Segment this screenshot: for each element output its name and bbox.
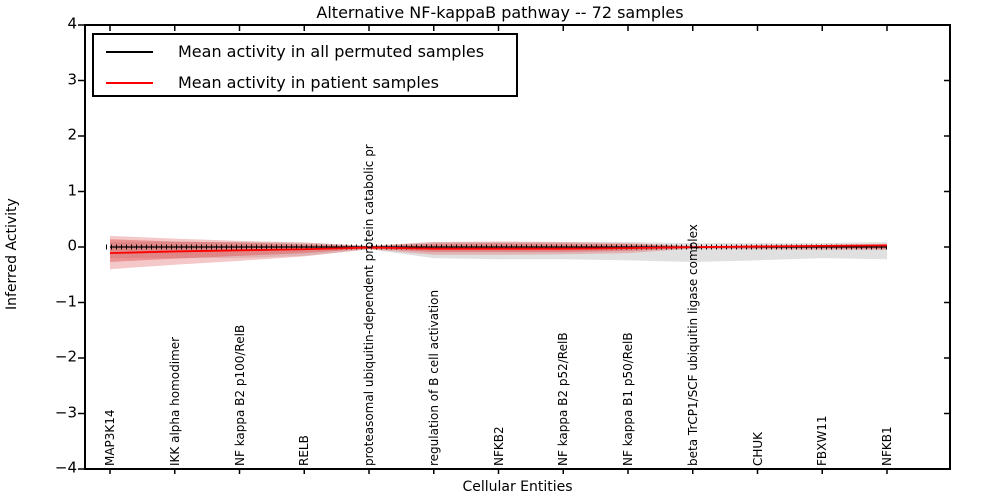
band-patient-samples-outer-range [110, 235, 887, 270]
legend-line-swatch-permuted [106, 50, 153, 53]
chart-title: Alternative NF-kappaB pathway -- 72 samp… [316, 3, 684, 22]
y-tick-label: 1 [67, 181, 77, 200]
y-tick-label: −3 [54, 403, 77, 422]
category-label: RELB [297, 435, 312, 466]
legend-label: Mean activity in patient samples [178, 73, 439, 92]
category-label: MAP3K14 [103, 409, 117, 466]
axes-border [84, 24, 951, 470]
category-label: regulation of B cell activation [426, 289, 441, 466]
y-tick-label: −4 [54, 458, 77, 477]
category-label: FBXW11 [815, 415, 830, 467]
y-tick-label: 0 [67, 236, 77, 255]
legend: Mean activity in all permuted samples Me… [92, 33, 518, 97]
mean-line-patient [109, 244, 888, 255]
category-label: beta TrCP1/SCF ubiquitin ligase complex [685, 224, 700, 466]
legend-row: Mean activity in patient samples [94, 68, 516, 97]
band-patient-samples-inner-range [110, 239, 887, 262]
y-tick-label: 3 [67, 70, 77, 89]
y-tick-label: −2 [54, 347, 77, 366]
legend-line-swatch-patient [106, 81, 153, 84]
category-label: NF kappa B1 p50/RelB [621, 332, 635, 466]
category-label: proteasomal ubiquitin-dependent protein … [362, 144, 376, 466]
category-label: IKK alpha homodimer [167, 336, 182, 466]
y-tick-label: 4 [67, 14, 77, 33]
y-tick-label: 2 [67, 125, 77, 144]
x-axis-label: Cellular Entities [462, 479, 573, 495]
legend-row: Mean activity in all permuted samples [94, 37, 516, 66]
category-label: NF kappa B2 p52/RelB [556, 332, 571, 466]
category-label: NFKB2 [491, 426, 506, 466]
legend-label: Mean activity in all permuted samples [178, 42, 485, 61]
y-tick-label: −1 [54, 292, 77, 311]
category-label: NF kappa B2 p100/RelB [232, 324, 247, 466]
category-label: CHUK [750, 431, 765, 466]
category-label: NFKB1 [880, 426, 894, 466]
